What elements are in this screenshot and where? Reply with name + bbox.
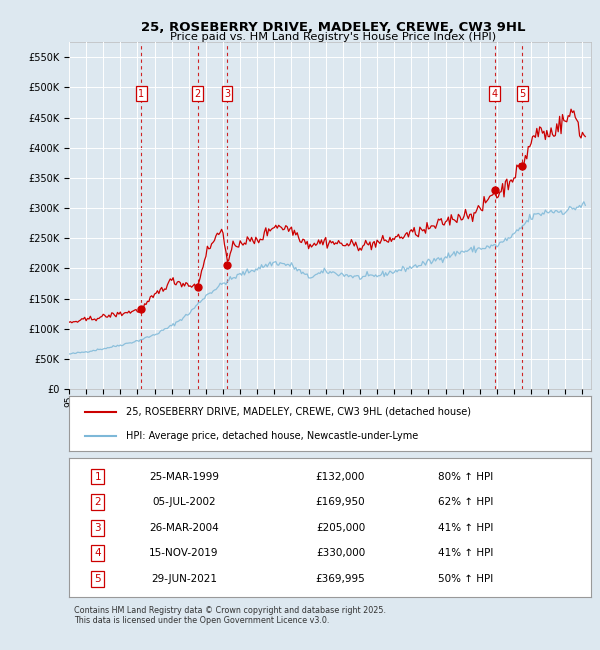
Text: 05-JUL-2002: 05-JUL-2002: [152, 497, 215, 507]
Text: 80% ↑ HPI: 80% ↑ HPI: [438, 471, 493, 482]
Text: 1: 1: [139, 88, 145, 99]
Text: £132,000: £132,000: [316, 471, 365, 482]
Text: 41% ↑ HPI: 41% ↑ HPI: [438, 523, 493, 532]
Text: 2: 2: [94, 497, 101, 507]
Text: 26-MAR-2004: 26-MAR-2004: [149, 523, 219, 532]
Text: 41% ↑ HPI: 41% ↑ HPI: [438, 548, 493, 558]
Text: 25, ROSEBERRY DRIVE, MADELEY, CREWE, CW3 9HL (detached house): 25, ROSEBERRY DRIVE, MADELEY, CREWE, CW3…: [127, 407, 472, 417]
Text: 1: 1: [94, 471, 101, 482]
Text: 25, ROSEBERRY DRIVE, MADELEY, CREWE, CW3 9HL: 25, ROSEBERRY DRIVE, MADELEY, CREWE, CW3…: [141, 21, 525, 34]
Text: 4: 4: [491, 88, 498, 99]
Text: 3: 3: [224, 88, 230, 99]
Text: £169,950: £169,950: [316, 497, 365, 507]
Text: £330,000: £330,000: [316, 548, 365, 558]
Text: 4: 4: [94, 548, 101, 558]
Text: £205,000: £205,000: [316, 523, 365, 532]
Text: 50% ↑ HPI: 50% ↑ HPI: [438, 574, 493, 584]
Text: Contains HM Land Registry data © Crown copyright and database right 2025.
This d: Contains HM Land Registry data © Crown c…: [74, 606, 386, 625]
Text: 25-MAR-1999: 25-MAR-1999: [149, 471, 219, 482]
Text: 29-JUN-2021: 29-JUN-2021: [151, 574, 217, 584]
Text: 3: 3: [94, 523, 101, 532]
Text: 15-NOV-2019: 15-NOV-2019: [149, 548, 218, 558]
Text: 62% ↑ HPI: 62% ↑ HPI: [438, 497, 493, 507]
Text: 5: 5: [94, 574, 101, 584]
Text: Price paid vs. HM Land Registry's House Price Index (HPI): Price paid vs. HM Land Registry's House …: [170, 32, 496, 42]
Text: 5: 5: [519, 88, 526, 99]
Text: HPI: Average price, detached house, Newcastle-under-Lyme: HPI: Average price, detached house, Newc…: [127, 431, 419, 441]
Text: 2: 2: [194, 88, 200, 99]
Text: £369,995: £369,995: [316, 574, 365, 584]
